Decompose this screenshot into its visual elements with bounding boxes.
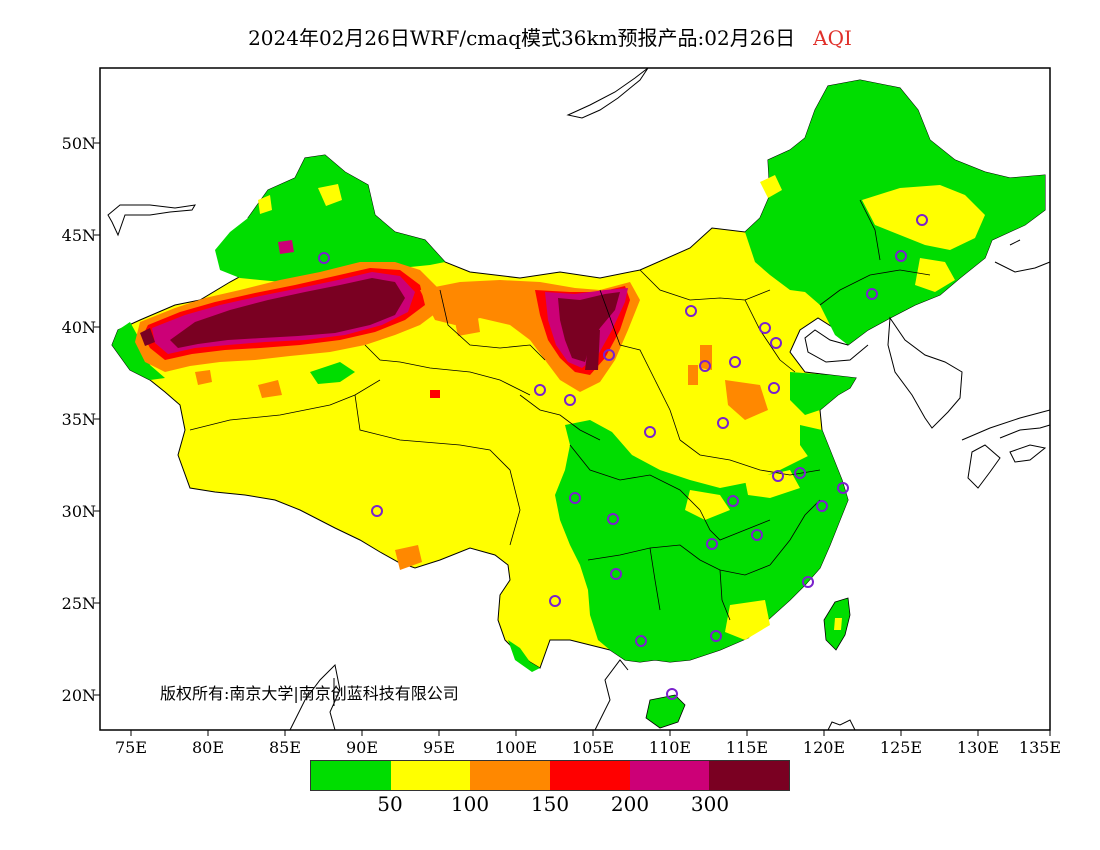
color-legend [310, 760, 790, 791]
ordos-hazardous [558, 292, 620, 362]
legend-tick-label: 200 [610, 792, 650, 816]
station-markers [318, 214, 928, 700]
legend-swatch [629, 761, 710, 790]
x-tick-label: 120E [802, 738, 846, 757]
x-tick-label: 90E [345, 738, 379, 757]
y-tick-label: 50N [61, 134, 96, 153]
y-tick-label: 20N [61, 686, 96, 705]
legend-swatch [470, 761, 551, 790]
legend-tick-label: 150 [530, 792, 570, 816]
x-tick-label: 80E [191, 738, 225, 757]
province-boundaries [189, 199, 931, 621]
legend-swatch [550, 761, 630, 790]
title-main: 2024年02月26日WRF/cmaq模式36km预报产品:02月26日 [248, 26, 796, 50]
x-tick-label: 130E [956, 738, 1000, 757]
x-tick-label: 115E [725, 738, 769, 757]
legend-tick-label: 50 [377, 792, 403, 816]
taklimakan-hazardous [170, 278, 405, 348]
y-tick-label: 40N [61, 318, 96, 337]
y-tick-label: 30N [61, 502, 96, 521]
y-tick-label: 25N [61, 594, 96, 613]
x-tick-label: 75E [114, 738, 148, 757]
x-tick-label: 105E [571, 738, 615, 757]
legend-tick-label: 100 [450, 792, 490, 816]
x-tick-label: 85E [268, 738, 302, 757]
northwest-green [215, 155, 445, 282]
hainan [645, 694, 686, 729]
y-tick-label: 35N [61, 410, 96, 429]
x-tick-label: 125E [879, 738, 923, 757]
copyright-text: 版权所有:南京大学|南京创蓝科技有限公司 [160, 684, 459, 703]
x-tick-label: 110E [648, 738, 692, 757]
x-tick-label: 95E [422, 738, 456, 757]
legend-tick-label: 300 [690, 792, 730, 816]
x-tick-label: 100E [494, 738, 538, 757]
legend-swatch [390, 761, 471, 790]
legend-swatch [709, 761, 790, 790]
legend-swatch [311, 761, 391, 790]
map-title: 2024年02月26日WRF/cmaq模式36km预报产品:02月26日 AQI [0, 22, 1100, 51]
x-tick-label: 135E [1018, 738, 1062, 757]
axis-ticks [94, 142, 1051, 736]
coastlines [107, 67, 1051, 731]
y-tick-label: 45N [61, 226, 96, 245]
title-variable: AQI [813, 26, 852, 50]
